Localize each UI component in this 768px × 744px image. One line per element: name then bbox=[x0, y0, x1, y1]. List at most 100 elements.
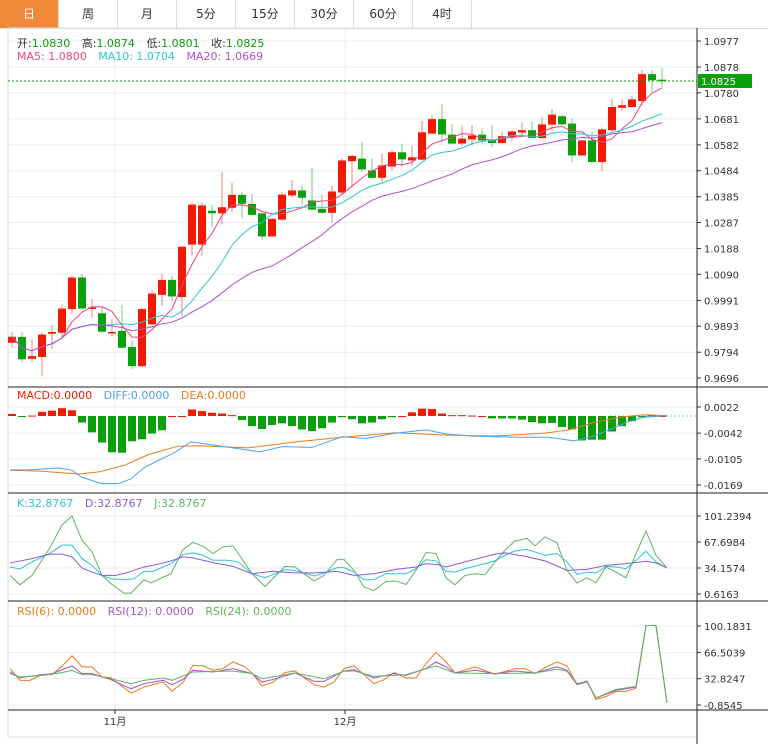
candle bbox=[348, 154, 356, 188]
tab-day[interactable]: 日 bbox=[0, 0, 59, 28]
candle bbox=[298, 185, 306, 206]
tab-month[interactable]: 月 bbox=[118, 0, 177, 28]
tab-week[interactable]: 周 bbox=[59, 0, 118, 28]
candle bbox=[588, 132, 596, 164]
candle bbox=[228, 183, 236, 213]
candle bbox=[128, 340, 136, 370]
candle bbox=[318, 194, 326, 214]
axis-tick-label: 1.0582 bbox=[704, 141, 739, 152]
candle-body bbox=[218, 207, 226, 214]
macd-histogram-bar bbox=[228, 415, 236, 417]
macd-histogram-bar bbox=[38, 411, 46, 416]
macd-histogram-bar bbox=[118, 415, 126, 453]
macd-histogram-bar bbox=[628, 415, 636, 422]
candle-body bbox=[518, 130, 526, 133]
candle bbox=[338, 158, 346, 194]
axis-tick-label: 101.2394 bbox=[704, 512, 752, 523]
macd-histogram-bar bbox=[128, 415, 136, 442]
candle-body bbox=[648, 74, 656, 81]
candle-body bbox=[128, 346, 136, 367]
macd-histogram-bar bbox=[488, 415, 496, 419]
kdj-k-line bbox=[9, 544, 668, 581]
axis-tick-label: -0.0105 bbox=[704, 455, 743, 466]
candle bbox=[418, 120, 426, 161]
candle bbox=[248, 193, 256, 216]
candle-body bbox=[368, 170, 376, 178]
candle-body bbox=[338, 160, 346, 193]
candle-body bbox=[288, 190, 296, 196]
axis-tick-label: 1.0878 bbox=[704, 63, 739, 74]
candle-body bbox=[268, 218, 276, 237]
candle-body bbox=[358, 158, 366, 170]
macd-histogram-bar bbox=[438, 413, 446, 416]
macd-histogram-bar bbox=[348, 415, 356, 420]
macd-histogram-bar bbox=[108, 415, 116, 453]
candle bbox=[98, 307, 106, 333]
candle bbox=[188, 202, 196, 256]
macd-histogram-bar bbox=[418, 408, 426, 416]
axis-tick-label: 0.9696 bbox=[704, 374, 739, 385]
tab-60min[interactable]: 60分 bbox=[354, 0, 413, 28]
candle-body bbox=[188, 204, 196, 245]
axis-tick-label: 1.0090 bbox=[704, 270, 739, 281]
low-value: 1.0801 bbox=[161, 37, 200, 50]
candle bbox=[618, 99, 626, 111]
candle bbox=[108, 318, 116, 337]
macd-histogram-bar bbox=[518, 415, 526, 420]
candle-body bbox=[568, 123, 576, 156]
candle-body bbox=[298, 190, 306, 198]
axis-tick-label: 67.6984 bbox=[704, 538, 745, 549]
macd-histogram-bar bbox=[288, 415, 296, 427]
candle-body bbox=[638, 74, 646, 101]
candle-body bbox=[498, 136, 506, 144]
candle-body bbox=[418, 132, 426, 160]
macd-histogram-bar bbox=[178, 415, 186, 417]
rsi12-line bbox=[9, 625, 668, 703]
axis-tick-label: 34.1574 bbox=[704, 564, 745, 575]
candle-body bbox=[458, 138, 466, 144]
candle-body bbox=[168, 279, 176, 297]
diff-value: DIFF:0.0000 bbox=[103, 389, 170, 402]
macd-histogram-bar bbox=[388, 415, 396, 418]
macd-histogram-bar bbox=[48, 410, 56, 416]
macd-histogram-bar bbox=[578, 415, 586, 441]
macd-histogram-bar bbox=[568, 415, 576, 430]
candle-body bbox=[508, 131, 516, 138]
macd-histogram-bar bbox=[358, 415, 366, 424]
macd-histogram-bar bbox=[18, 415, 26, 417]
macd-histogram-bar bbox=[158, 415, 166, 431]
macd-histogram-bar bbox=[258, 415, 266, 430]
macd-histogram-bar bbox=[168, 415, 176, 417]
candle bbox=[178, 246, 186, 316]
axis-tick-label: 66.5039 bbox=[704, 648, 745, 659]
ma-legend: MA5: 1.0800 MA10: 1.0704 MA20: 1.0669 bbox=[17, 50, 271, 63]
tab-30min[interactable]: 30分 bbox=[295, 0, 354, 28]
candle bbox=[548, 109, 556, 131]
current-price-label: 1.0825 bbox=[701, 77, 736, 88]
axis-tick-label: 1.0287 bbox=[704, 219, 739, 230]
candle-body bbox=[228, 194, 236, 208]
macd-histogram-bar bbox=[88, 415, 96, 433]
tab-4hour[interactable]: 4时 bbox=[413, 0, 472, 28]
candle bbox=[8, 331, 16, 348]
candle bbox=[468, 125, 476, 146]
macd-histogram-bar bbox=[618, 415, 626, 427]
candle-body bbox=[318, 208, 326, 213]
candle-body bbox=[598, 129, 606, 163]
candle bbox=[458, 125, 466, 146]
macd-histogram-bar bbox=[218, 413, 226, 416]
candle bbox=[358, 142, 366, 173]
candle bbox=[268, 218, 276, 237]
candle-body bbox=[238, 194, 246, 204]
axis-tick-label: 0.9991 bbox=[704, 296, 739, 307]
tab-15min[interactable]: 15分 bbox=[236, 0, 295, 28]
axis-tick-label: -0.0042 bbox=[704, 429, 743, 440]
axis-tick-label: 1.0385 bbox=[704, 193, 739, 204]
axis-tick-label: -0.8545 bbox=[704, 701, 743, 712]
low-label: 低: bbox=[146, 37, 162, 50]
candle-body bbox=[578, 140, 586, 156]
macd-histogram-bar bbox=[428, 409, 436, 416]
candle-body bbox=[588, 140, 596, 163]
tab-5min[interactable]: 5分 bbox=[177, 0, 236, 28]
